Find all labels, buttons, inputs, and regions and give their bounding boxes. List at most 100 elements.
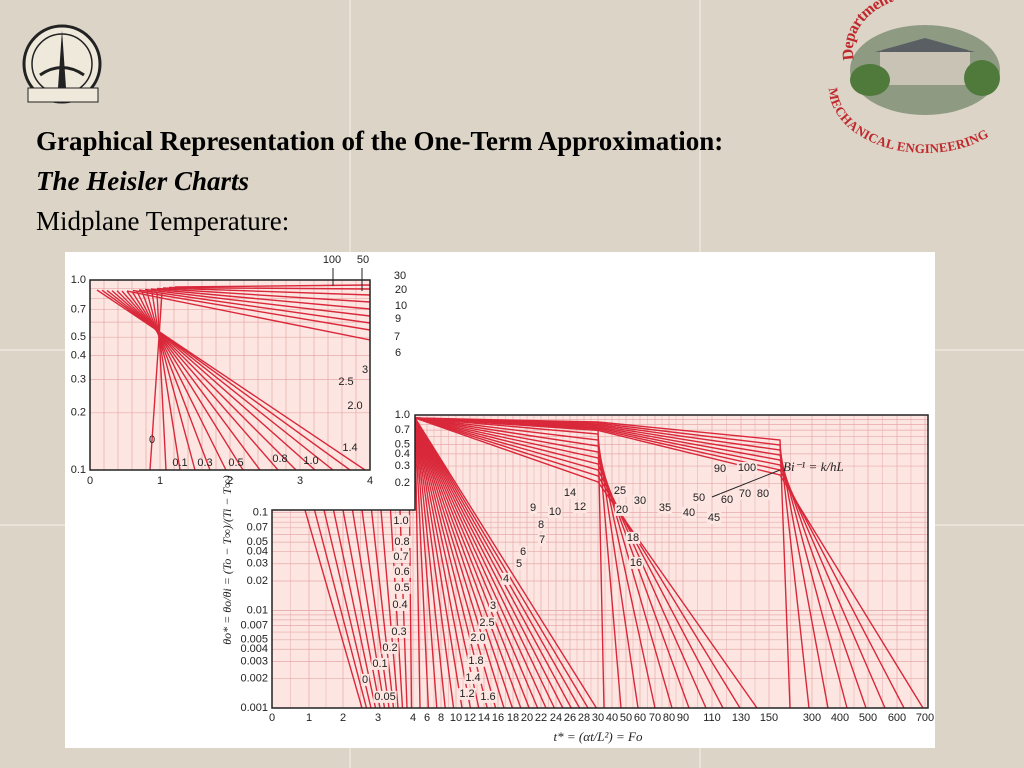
- main-x-tick-label: 300: [803, 712, 821, 724]
- main-x-tick-label: 8: [438, 712, 444, 724]
- label-bg: [536, 518, 546, 531]
- curve: [414, 417, 421, 708]
- label-bg: [537, 533, 547, 546]
- curve: [414, 417, 597, 708]
- curve: [146, 291, 196, 470]
- label-bg: [390, 625, 408, 638]
- main-y-tick-label: 0.3: [395, 460, 410, 472]
- curve: [414, 417, 741, 708]
- curve-label: 0.5: [228, 457, 243, 469]
- main-x-tick-label: 18: [507, 712, 519, 724]
- inset-y-tick-label: 0.1: [71, 464, 86, 476]
- curve-label: 10: [549, 506, 561, 518]
- curve-label: 1.2: [459, 688, 474, 700]
- label-bg: [373, 690, 397, 703]
- inset-x-tick-label: 3: [297, 475, 303, 487]
- curve-label: 1.4: [342, 442, 357, 454]
- inset-y-tick-label: 0.7: [71, 303, 86, 315]
- main-y-tick-label: 0.002: [240, 673, 268, 685]
- curve: [414, 417, 589, 708]
- curve: [414, 417, 463, 708]
- main-y-tick-label: 0.03: [247, 558, 268, 570]
- curve: [116, 290, 297, 470]
- label-bg: [706, 511, 722, 524]
- inset-x-tick-label: 0: [87, 475, 93, 487]
- main-x-tick-label: 150: [760, 712, 778, 724]
- main-x-tick-label: 600: [888, 712, 906, 724]
- main-y-tick-label: 0.1: [253, 507, 268, 519]
- curve: [414, 417, 924, 708]
- label-bg: [737, 487, 753, 500]
- label-bg: [572, 500, 588, 513]
- curve: [414, 417, 438, 708]
- curve-label: 0.1: [172, 457, 187, 469]
- curve-label: 100: [323, 254, 341, 266]
- curve: [136, 291, 227, 470]
- curve-label: 0.3: [197, 457, 212, 469]
- curve: [414, 417, 556, 708]
- main-y-tick-label: 0.04: [247, 545, 268, 557]
- label-bg: [547, 505, 563, 518]
- curve: [414, 417, 690, 708]
- curve: [414, 417, 455, 708]
- curve-label: 9: [395, 313, 401, 325]
- title: Graphical Representation of the One-Term…: [36, 126, 724, 156]
- curve-label: 1.0: [303, 455, 318, 467]
- label-bg: [528, 501, 538, 514]
- label-bg: [562, 486, 578, 499]
- label-bg: [625, 531, 641, 544]
- curve: [351, 509, 386, 708]
- curve: [361, 509, 390, 708]
- label-bg: [681, 506, 697, 519]
- label-bg: [614, 503, 630, 516]
- curve-label: 1.0: [393, 515, 408, 527]
- main-y-tick-label: 0.7: [395, 424, 410, 436]
- main-x-tick-label: 12: [464, 712, 476, 724]
- inset-y-tick-label: 0.5: [71, 331, 86, 343]
- main-y-tick-label: 1.0: [395, 409, 410, 421]
- main-x-tick-label: 130: [732, 712, 750, 724]
- curve: [414, 417, 446, 708]
- main-y-tick-label: 0.005: [240, 634, 268, 646]
- curve: [414, 417, 505, 708]
- label-bg: [391, 598, 409, 611]
- main-x-tick-label: 0: [269, 712, 275, 724]
- label-bg: [381, 641, 399, 654]
- curve-label: 20: [395, 284, 407, 296]
- curve-label: 8: [538, 519, 544, 531]
- main-x-tick-label: 14: [478, 712, 490, 724]
- curve-label: 0.3: [391, 626, 406, 638]
- main-x-tick-label: 20: [521, 712, 533, 724]
- label-bg: [719, 493, 735, 506]
- main-y-tick-label: 0.003: [240, 655, 268, 667]
- curve-label: 50: [357, 254, 369, 266]
- label-bg: [628, 556, 644, 569]
- curve-label: 0.6: [394, 566, 409, 578]
- inset-y-tick-label: 0.2: [71, 407, 86, 419]
- curve-label: 0.4: [392, 599, 407, 611]
- main-x-tick-label: 70: [649, 712, 661, 724]
- main-x-tick-label: 3: [375, 712, 381, 724]
- curve-label: 45: [708, 512, 720, 524]
- main-x-tick-label: 500: [859, 712, 877, 724]
- inset-y-tick-label: 0.3: [71, 373, 86, 385]
- curve: [121, 290, 279, 470]
- curve-label: 90: [714, 463, 726, 475]
- curve: [414, 417, 656, 708]
- curve: [414, 417, 547, 708]
- legend: Bi⁻¹ = k/hL: [783, 459, 844, 474]
- curve-label: 30: [634, 495, 646, 507]
- curve-label: 2.5: [338, 376, 353, 388]
- label-bg: [755, 487, 771, 500]
- curve: [414, 417, 472, 708]
- curve: [96, 289, 366, 470]
- label-bg: [479, 690, 497, 703]
- curve-label: 0.1: [372, 658, 387, 670]
- main-x-tick-label: 700: [916, 712, 934, 724]
- curve-label: 12: [574, 501, 586, 513]
- curve-label: 0.2: [382, 642, 397, 654]
- y-axis-label: θo* = θo/θi = (To − T∞)/(Ti − T∞): [220, 475, 234, 644]
- main-x-tick-label: 90: [677, 712, 689, 724]
- inset-x-tick-label: 2: [227, 475, 233, 487]
- curve: [414, 417, 572, 708]
